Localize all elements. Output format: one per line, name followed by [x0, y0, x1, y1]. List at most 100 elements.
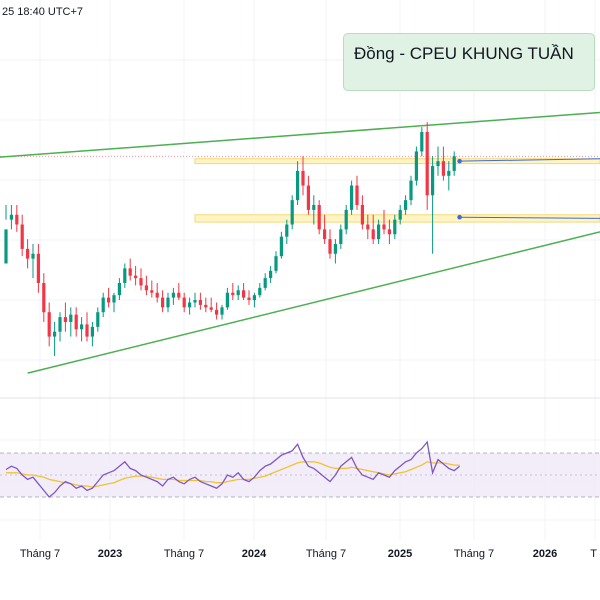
candle-body-60 [328, 239, 332, 254]
x-axis-label-2: Tháng 7 [164, 548, 204, 560]
candle-body-34 [188, 302, 192, 308]
candle-body-54 [296, 170, 300, 201]
candle-body-11 [63, 317, 67, 322]
candle-body-36 [198, 300, 202, 305]
candle-body-41 [225, 292, 229, 308]
level-ray-1 [459, 216, 600, 219]
level-ray-dot-0 [457, 158, 462, 164]
candle-body-37 [204, 304, 208, 308]
candle-body-79 [431, 166, 435, 196]
x-axis-label-6: Tháng 7 [454, 548, 494, 560]
candle-body-9 [53, 331, 57, 337]
candle-body-21 [117, 282, 121, 296]
candle-body-25 [139, 278, 143, 286]
candle-body-24 [134, 275, 138, 279]
candle-body-43 [236, 290, 240, 296]
candle-body-40 [220, 307, 224, 315]
candle-body-76 [414, 151, 418, 181]
candle-body-14 [80, 324, 84, 330]
candle-body-66 [360, 205, 364, 225]
chart-title: Đồng - CPEU KHUNG TUẦN [354, 44, 574, 63]
candle-body-64 [350, 185, 354, 210]
candle-body-49 [269, 270, 273, 279]
candle-body-46 [252, 295, 256, 301]
candle-body-44 [242, 290, 246, 298]
candle-body-55 [301, 170, 305, 186]
candle-body-16 [90, 326, 94, 337]
candle-body-5 [31, 253, 35, 259]
candle-body-59 [323, 229, 327, 240]
candle-body-12 [69, 314, 73, 322]
x-axis-label-7: 2026 [533, 548, 557, 560]
candle-body-7 [42, 282, 46, 313]
title-box: Đồng - CPEU KHUNG TUẦN [343, 33, 595, 91]
candle-body-15 [85, 324, 89, 337]
candle-body-18 [101, 297, 105, 313]
resistance-zone-1 [194, 214, 600, 223]
candle-body-3 [20, 224, 24, 249]
rsi-line [5, 440, 461, 498]
candle-body-8 [47, 312, 51, 337]
candle-body-32 [177, 292, 181, 298]
x-axis-label-1: 2023 [98, 548, 122, 560]
candle-body-6 [36, 253, 40, 283]
candle-body-2 [15, 214, 19, 225]
candle-body-33 [182, 297, 186, 308]
level-ray-0 [459, 158, 600, 162]
candle-body-19 [107, 297, 111, 303]
x-axis-label-3: 2024 [242, 548, 267, 560]
candle-body-29 [161, 297, 165, 308]
candle-body-57 [312, 205, 316, 210]
x-axis-label-0: Tháng 7 [20, 548, 60, 560]
candle-body-56 [306, 185, 310, 210]
candle-body-20 [112, 295, 116, 303]
candle-body-67 [366, 224, 370, 230]
candle-body-10 [58, 317, 62, 332]
candle-body-45 [247, 297, 251, 301]
candle-body-23 [128, 268, 132, 276]
candle-body-48 [263, 278, 267, 288]
channel-line-lower [27, 231, 600, 374]
candle-body-72 [393, 219, 397, 235]
candle-body-26 [144, 285, 148, 291]
candle-body-83 [452, 156, 456, 171]
candle-body-58 [317, 205, 321, 230]
candle-body-71 [387, 229, 391, 235]
candle-body-63 [344, 209, 348, 230]
candle-body-82 [447, 170, 451, 176]
candle-body-42 [231, 292, 235, 296]
candle-body-47 [258, 287, 262, 296]
x-axis-label-5: 2025 [388, 548, 412, 560]
resistance-zone-0 [194, 158, 600, 165]
candle-body-73 [398, 209, 402, 220]
candle-body-75 [409, 180, 413, 201]
candle-body-30 [166, 297, 170, 308]
candle-body-31 [171, 292, 175, 298]
candle-body-62 [339, 229, 343, 244]
candle-body-61 [333, 244, 337, 254]
candle-body-17 [96, 312, 100, 327]
candle-body-39 [215, 309, 219, 315]
candle-body-77 [420, 131, 424, 152]
candle-body-53 [290, 200, 294, 225]
candle-body-4 [26, 248, 30, 259]
candle-body-0 [4, 229, 8, 264]
candle-body-78 [425, 131, 429, 196]
candle-body-81 [441, 161, 445, 176]
candle-body-50 [274, 256, 278, 271]
candle-body-27 [150, 290, 154, 293]
candle-body-1 [9, 214, 13, 220]
timestamp-label: 25 18:40 UTC+7 [2, 6, 84, 18]
channel-line-upper [0, 111, 600, 158]
candle-body-13 [74, 314, 78, 330]
candle-body-38 [209, 307, 213, 310]
candle-body-51 [279, 236, 283, 257]
candle-body-69 [377, 224, 381, 240]
candle-body-74 [404, 200, 408, 210]
candle-body-68 [371, 229, 375, 240]
level-ray-dot-1 [457, 214, 462, 220]
candle-body-65 [355, 185, 359, 206]
candle-body-70 [382, 224, 386, 230]
candle-body-80 [436, 161, 440, 167]
